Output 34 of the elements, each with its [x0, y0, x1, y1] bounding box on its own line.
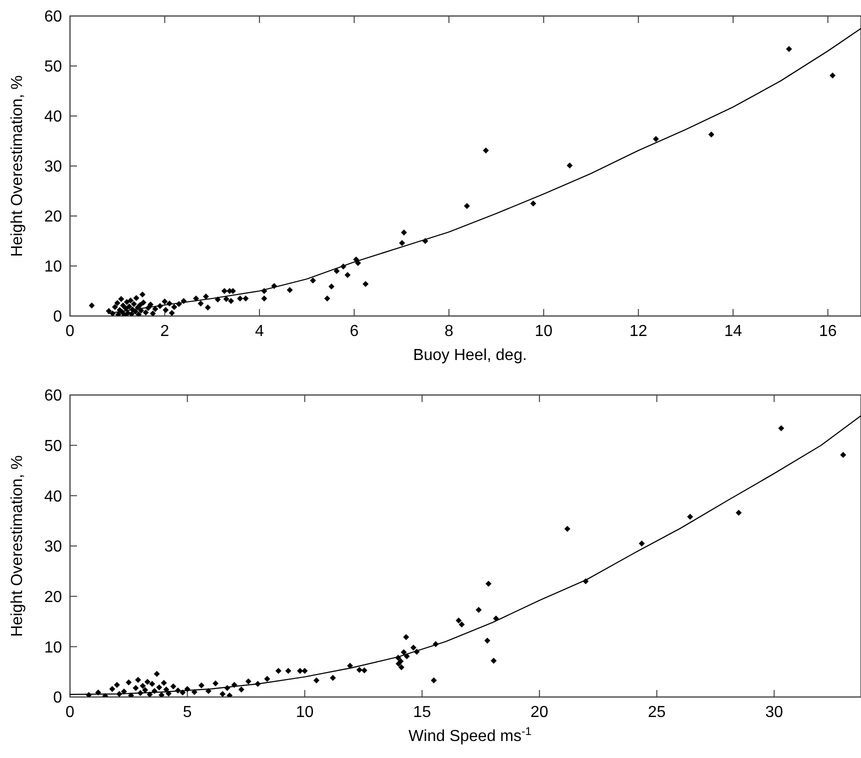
x-tick-label: 6: [350, 323, 359, 340]
y-tick-label: 10: [44, 258, 62, 276]
x-tick-label: 10: [296, 704, 314, 721]
x-tick-label: 30: [765, 704, 784, 721]
y-tick-label: 10: [44, 639, 62, 656]
x-tick-label: 0: [66, 323, 75, 340]
y-axis-title: Height Overestimation, %: [9, 455, 26, 637]
y-tick-label: 30: [44, 538, 62, 556]
y-tick-label: 50: [44, 438, 62, 455]
x-tick-label: 10: [534, 323, 553, 340]
y-tick-label: 40: [44, 108, 62, 126]
x-axis-title: Buoy Heel, deg.: [413, 347, 527, 364]
x-tick-label: 20: [530, 704, 548, 721]
x-tick-label: 14: [724, 323, 742, 340]
y-tick-label: 0: [53, 690, 62, 707]
y-axis-title: Height Overestimation, %: [9, 75, 26, 257]
y-tick-label: 50: [44, 58, 62, 76]
x-tick-label: 5: [182, 704, 192, 721]
y-tick-label: 20: [44, 208, 62, 226]
x-tick-label: 15: [413, 704, 432, 721]
y-tick-label: 60: [44, 388, 62, 405]
x-tick-label: 16: [818, 323, 837, 340]
x-tick-label: 8: [444, 323, 454, 340]
x-tick-label: 0: [66, 704, 75, 721]
x-axis-title: Wind Speed ms$^{-1}$: [408, 726, 532, 745]
x-tick-label: 4: [255, 323, 264, 340]
y-tick-label: 20: [44, 588, 62, 606]
x-tick-label: 12: [629, 323, 648, 340]
y-tick-label: 40: [44, 488, 62, 506]
y-tick-label: 0: [53, 308, 62, 326]
y-tick-label: 60: [44, 8, 62, 26]
y-tick-label: 30: [44, 158, 62, 176]
x-tick-label: 2: [160, 323, 170, 340]
x-tick-label: 25: [648, 704, 666, 721]
